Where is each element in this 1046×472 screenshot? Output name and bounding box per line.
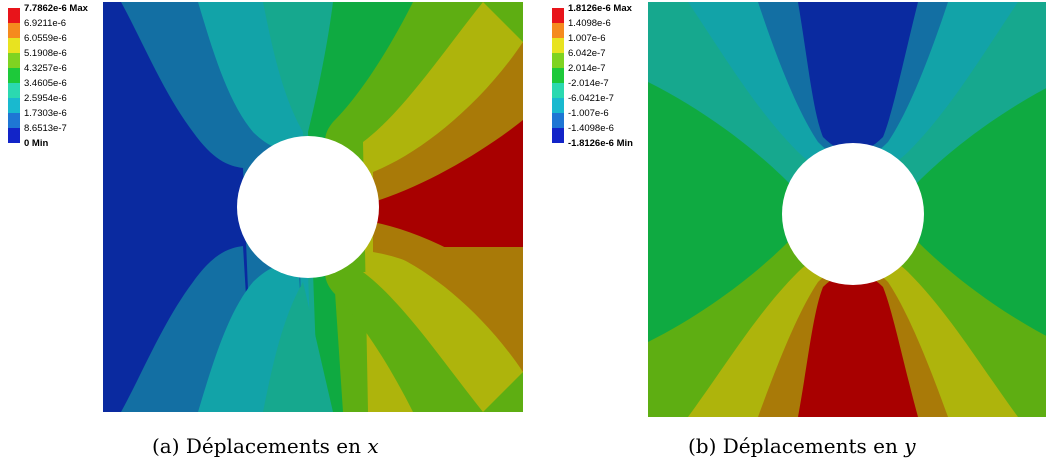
legend-swatch	[552, 128, 564, 143]
figure-a: 7.7862e-6 Max 6.9211e-6 6.0559e-6 5.1908e-6…	[8, 2, 523, 458]
hole-a	[237, 136, 379, 278]
legend-swatch	[8, 8, 20, 23]
caption-a: (a) Déplacements en x	[152, 434, 379, 458]
legend-swatch	[552, 83, 564, 98]
legend-label: 6.0559e-6	[24, 33, 67, 44]
legend-label: 2.014e-7	[568, 63, 606, 74]
legend-swatch	[552, 8, 564, 23]
legend-swatch	[8, 98, 20, 113]
caption-b: (b) Déplacements en y	[688, 434, 916, 458]
contour-plot-b	[648, 2, 1046, 417]
figure-b: 1.8126e-6 Max 1.4098e-6 1.007e-6 6.042e-7 2.…	[538, 0, 1046, 472]
legend-label: 7.7862e-6 Max	[24, 3, 89, 14]
band-a-11	[263, 282, 333, 412]
legend-label: 6.042e-7	[568, 48, 606, 59]
band-b-4	[798, 2, 918, 152]
legend-label: -1.007e-6	[568, 108, 609, 119]
legend-label: -1.4098e-6	[568, 123, 614, 134]
legend-swatch	[552, 113, 564, 128]
legend-label: 1.007e-6	[568, 33, 606, 44]
legend-swatch	[8, 83, 20, 98]
hole-b	[782, 143, 924, 285]
legend-label: 1.8126e-6 Max	[568, 3, 633, 14]
legend-swatch	[8, 23, 20, 38]
legend-swatch	[8, 68, 20, 83]
legend-b: 1.8126e-6 Max 1.4098e-6 1.007e-6 6.042e-7 2.…	[552, 3, 633, 149]
legend-label: 8.6513e-7	[24, 123, 67, 134]
band-a-14	[373, 247, 523, 372]
band-b-8	[798, 272, 918, 417]
legend-label: -2.014e-7	[568, 78, 609, 89]
legend-swatch	[552, 38, 564, 53]
legend-label: 1.7303e-6	[24, 108, 67, 119]
legend-swatch	[8, 113, 20, 128]
legend-swatch	[552, 68, 564, 83]
legend-a: 7.7862e-6 Max 6.9211e-6 6.0559e-6 5.1908e-6…	[8, 3, 89, 149]
legend-label: -6.0421e-7	[568, 93, 614, 104]
contour-plot-a	[103, 2, 523, 412]
legend-swatch	[552, 23, 564, 38]
legend-label: 6.9211e-6	[24, 18, 66, 29]
legend-swatch	[552, 98, 564, 113]
legend-swatch	[8, 38, 20, 53]
legend-label: 3.4605e-6	[24, 78, 67, 89]
legend-label: 4.3257e-6	[24, 63, 67, 74]
legend-label: 5.1908e-6	[24, 48, 67, 59]
legend-swatch	[8, 53, 20, 68]
legend-label: 2.5954e-6	[24, 93, 67, 104]
legend-label: 1.4098e-6	[568, 18, 611, 29]
legend-label: 0 Min	[24, 138, 48, 149]
legend-swatch	[552, 53, 564, 68]
legend-label: -1.8126e-6 Min	[568, 138, 633, 149]
legend-swatch	[8, 128, 20, 143]
